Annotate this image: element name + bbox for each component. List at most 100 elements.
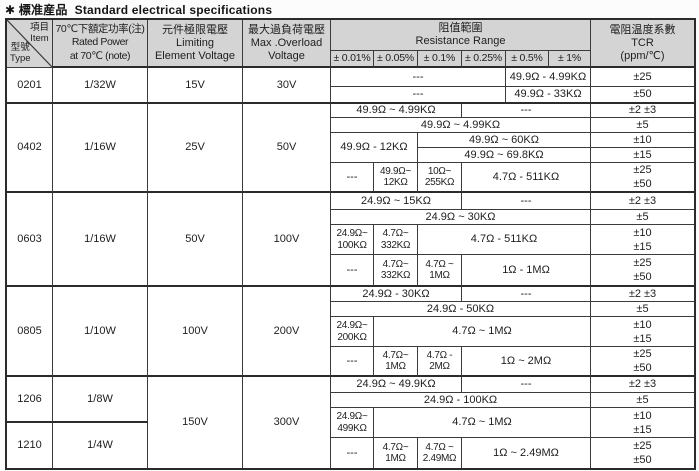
cell-0603-power: 1/16W [53, 193, 148, 287]
cell-0603-overload: 100V [243, 193, 331, 287]
cell-1210-power: 1/4W [53, 423, 148, 468]
cell-1206-r4-range-005: 4.7Ω~ 1MΩ [374, 438, 418, 468]
cell-0402-r34-left-range: 49.9Ω - 12KΩ [331, 133, 418, 163]
cell-0805-type: 0805 [7, 287, 53, 377]
cell-0603-r1-tcr: ±2 ±3 [591, 193, 694, 210]
cell-0805-r4-range-005: 4.7Ω~ 1MΩ [374, 347, 418, 377]
cell-0402-r4-tcr: ±15 [591, 148, 694, 163]
cell-0603-voltage: 50V [148, 193, 243, 287]
header-tol-0.01: ± 0.01% [331, 51, 374, 68]
cell-1206-r1-dash: --- [462, 377, 591, 393]
diagonal-divider-line [7, 20, 52, 67]
cell-1206-r1-tcr: ±2 ±3 [591, 377, 694, 393]
cell-1206-r3-range-wide: 4.7Ω ~ 1MΩ [374, 408, 591, 438]
cell-0402-power: 1/16W [53, 104, 148, 193]
header-rated-power: 70℃下額定功率(注) Rated Power at 70℃ (note) [53, 20, 148, 68]
cell-0402-r2-range: 49.9Ω ~ 4.99KΩ [331, 118, 591, 133]
cell-1206-r4-dash: --- [331, 438, 374, 468]
cell-0805-r2-range: 24.9Ω - 50KΩ [331, 302, 591, 317]
cell-0805-r2-tcr: ±5 [591, 302, 694, 317]
cell-0402-type: 0402 [7, 104, 53, 193]
cell-0603-r1-dash: --- [462, 193, 591, 210]
cell-0402-r3-tcr: ±10 [591, 133, 694, 148]
cell-0805-voltage: 100V [148, 287, 243, 377]
cell-0201-overload: 30V [243, 68, 331, 104]
cell-0805-r4-tcr: ±25 ±50 [591, 347, 694, 377]
cell-1206-power: 1/8W [53, 377, 148, 423]
cell-0201-voltage: 15V [148, 68, 243, 104]
cell-0201-r1-tcr: ±25 [591, 68, 694, 87]
cell-0402-r1-tcr: ±2 ±3 [591, 104, 694, 118]
cell-0805-r3-tcr: ±10 ±15 [591, 317, 694, 347]
cell-1206-r4-range-01: 4.7Ω ~ 2.49MΩ [418, 438, 462, 468]
cell-0805-r4-range-01: 4.7Ω - 2MΩ [418, 347, 462, 377]
cell-0805-r4-dash: --- [331, 347, 374, 377]
cell-1206-type: 1206 [7, 377, 53, 423]
cell-0603-r2-range: 24.9Ω ~ 30KΩ [331, 210, 591, 225]
header-tol-0.05: ± 0.05% [374, 51, 418, 68]
spec-table: 項目 Item 型號 Type 70℃下額定功率(注) Rated Power … [5, 18, 696, 470]
cell-0603-r2-tcr: ±5 [591, 210, 694, 225]
cell-1206-1210-voltage: 150V [148, 377, 243, 468]
cell-0201-type: 0201 [7, 68, 53, 104]
cell-0402-r3-range: 49.9Ω ~ 60KΩ [418, 133, 591, 148]
corner-item-label: 項目 Item [29, 22, 49, 44]
cell-0402-overload: 50V [243, 104, 331, 193]
cell-0603-r3-range-005: 4.7Ω~ 332KΩ [374, 225, 418, 255]
cell-1206-r3-range-001: 24.9Ω~ 499KΩ [331, 408, 374, 438]
cell-0805-overload: 200V [243, 287, 331, 377]
cell-0603-r4-range-01: 4.7Ω ~ 1MΩ [418, 255, 462, 287]
corner-type-label: 型號 Type [10, 42, 31, 64]
cell-0805-r4-range-wide: 1Ω ~ 2MΩ [462, 347, 591, 377]
cell-0805-r1-tcr: ±2 ±3 [591, 287, 694, 302]
corner-header-cell: 項目 Item 型號 Type [7, 20, 53, 68]
cell-0402-r1-dash: --- [462, 104, 591, 118]
cell-1206-r4-range-wide: 1Ω ~ 2.49MΩ [462, 438, 591, 468]
cell-0603-type: 0603 [7, 193, 53, 287]
cell-0201-power: 1/32W [53, 68, 148, 104]
header-limiting-voltage: 元件極限電壓 Limiting Element Voltage [148, 20, 243, 68]
cell-0603-r3-tcr: ±10 ±15 [591, 225, 694, 255]
cell-0201-r2-tcr: ±50 [591, 87, 694, 104]
cell-1206-1210-overload: 300V [243, 377, 331, 468]
cell-0805-r1-dash: --- [462, 287, 591, 302]
cell-0402-r5-range-005: 49.9Ω~ 12KΩ [374, 163, 418, 193]
cell-0402-r5-range-wide: 4.7Ω - 511KΩ [462, 163, 591, 193]
cell-0402-r2-tcr: ±5 [591, 118, 694, 133]
cell-0402-r4-range: 49.9Ω ~ 69.8KΩ [418, 148, 591, 163]
cell-0402-r5-range-01: 10Ω~ 255KΩ [418, 163, 462, 193]
cell-1210-type: 1210 [7, 423, 53, 468]
cell-0805-power: 1/10W [53, 287, 148, 377]
header-tcr: 電阻温度系數 TCR (ppm/℃) [591, 20, 694, 68]
header-tol-0.1: ± 0.1% [418, 51, 462, 68]
cell-1206-r3-tcr: ±10 ±15 [591, 408, 694, 438]
cell-0805-r3-range-wide: 4.7Ω ~ 1MΩ [374, 317, 591, 347]
cell-0402-voltage: 25V [148, 104, 243, 193]
cell-0603-r1-range: 24.9Ω ~ 15KΩ [331, 193, 462, 210]
cell-0603-r3-range-wide: 4.7Ω - 511KΩ [418, 225, 591, 255]
cell-1206-r2-range: 24.9Ω - 100KΩ [331, 393, 591, 408]
cell-0201-r1-dash: --- [331, 68, 506, 87]
cell-0201-r2-range: 49.9Ω - 33KΩ [506, 87, 591, 104]
cell-0402-r5-tcr: ±25 ±50 [591, 163, 694, 193]
header-tol-0.25: ± 0.25% [462, 51, 506, 68]
page-title: ✱ 標准産品 Standard electrical specification… [5, 3, 273, 17]
cell-0603-r4-tcr: ±25 ±50 [591, 255, 694, 287]
cell-0603-r3-range-001: 24.9Ω~ 100KΩ [331, 225, 374, 255]
cell-0201-r2-dash: --- [331, 87, 506, 104]
cell-0603-r4-range-005: 4.7Ω~ 332KΩ [374, 255, 418, 287]
cell-1206-r4-tcr: ±25 ±50 [633, 440, 652, 466]
cell-0402-r5-dash: --- [331, 163, 374, 193]
cell-1206-r1-range: 24.9Ω ~ 49.9KΩ [331, 377, 462, 393]
header-resistance-range: 阻值範圍 Resistance Range [331, 20, 591, 51]
cell-0603-r4-dash: --- [331, 255, 374, 287]
header-overload-voltage: 最大過負荷電壓 Max .Overload Voltage [243, 20, 331, 68]
header-tol-1: ± 1% [549, 51, 591, 68]
cell-0805-r1-range: 24.9Ω - 30KΩ [331, 287, 462, 302]
cell-0603-r4-range-wide: 1Ω - 1MΩ [462, 255, 591, 287]
cell-0402-r1-range: 49.9Ω ~ 4.99KΩ [331, 104, 462, 118]
cell-0805-r3-range-001: 24.9Ω~ 200KΩ [331, 317, 374, 347]
cell-1206-r2-tcr: ±5 [591, 393, 694, 408]
header-tol-0.5: ± 0.5% [506, 51, 549, 68]
cell-0201-r1-range: 49.9Ω - 4.99KΩ [506, 68, 591, 87]
